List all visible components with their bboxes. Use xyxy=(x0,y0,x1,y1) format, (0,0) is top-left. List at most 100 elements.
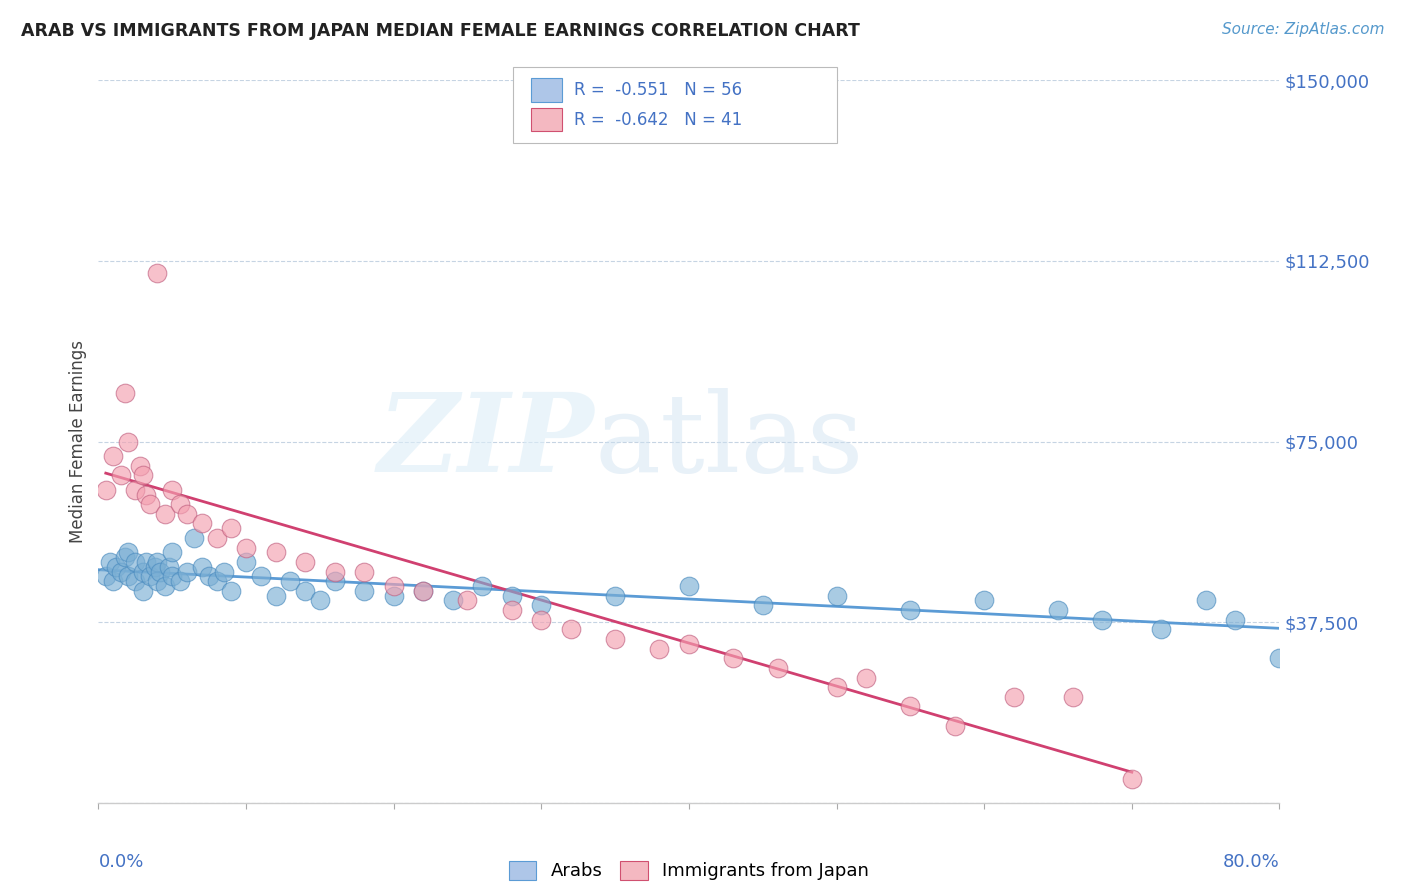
Point xyxy=(457,593,479,607)
Point xyxy=(382,589,405,603)
Point xyxy=(825,680,848,694)
Point xyxy=(973,593,995,607)
Point xyxy=(605,632,627,646)
Point xyxy=(1046,603,1070,617)
Point xyxy=(1062,690,1084,704)
Point xyxy=(114,386,136,401)
Point xyxy=(221,521,243,535)
Point xyxy=(124,574,146,589)
Point xyxy=(94,569,117,583)
Point xyxy=(309,593,332,607)
Point xyxy=(176,565,198,579)
Point xyxy=(114,550,136,565)
Point xyxy=(501,603,523,617)
Point xyxy=(146,266,169,280)
Point xyxy=(323,574,346,589)
Point xyxy=(678,637,700,651)
Point xyxy=(1150,623,1173,637)
Point xyxy=(117,434,139,449)
Point xyxy=(221,583,243,598)
Point xyxy=(855,671,877,685)
Point xyxy=(501,589,523,603)
Point xyxy=(110,468,132,483)
Point xyxy=(149,565,172,579)
Point xyxy=(943,719,966,733)
Point xyxy=(723,651,745,665)
Point xyxy=(128,458,150,473)
Point xyxy=(441,593,464,607)
Point xyxy=(169,497,191,511)
Text: ARAB VS IMMIGRANTS FROM JAPAN MEDIAN FEMALE EARNINGS CORRELATION CHART: ARAB VS IMMIGRANTS FROM JAPAN MEDIAN FEM… xyxy=(21,22,860,40)
Point xyxy=(205,574,228,589)
Point xyxy=(191,559,214,574)
Point xyxy=(412,583,434,598)
Point xyxy=(94,483,117,497)
Point xyxy=(169,574,191,589)
Point xyxy=(124,483,146,497)
Point xyxy=(323,565,346,579)
Text: Source: ZipAtlas.com: Source: ZipAtlas.com xyxy=(1222,22,1385,37)
Point xyxy=(1195,593,1218,607)
Point xyxy=(103,574,125,589)
Point xyxy=(1225,613,1247,627)
Text: R =  -0.551   N = 56: R = -0.551 N = 56 xyxy=(574,81,742,99)
Point xyxy=(117,569,139,583)
Point xyxy=(678,579,700,593)
Point xyxy=(103,449,125,463)
Point xyxy=(132,583,155,598)
Point xyxy=(117,545,139,559)
Point xyxy=(162,483,183,497)
Point xyxy=(530,599,553,613)
Point xyxy=(605,589,627,603)
Point xyxy=(900,699,922,714)
Point xyxy=(264,545,287,559)
Point xyxy=(560,623,582,637)
Legend: Arabs, Immigrants from Japan: Arabs, Immigrants from Japan xyxy=(502,854,876,888)
Point xyxy=(382,579,405,593)
Point xyxy=(191,516,214,531)
Point xyxy=(162,545,183,559)
Point xyxy=(353,565,375,579)
Point xyxy=(264,589,287,603)
Point xyxy=(146,574,169,589)
Point xyxy=(353,583,375,598)
Text: ZIP: ZIP xyxy=(378,388,595,495)
Point xyxy=(766,661,789,675)
Point xyxy=(143,559,166,574)
Point xyxy=(900,603,922,617)
Point xyxy=(1121,772,1143,786)
Point xyxy=(1002,690,1025,704)
Point xyxy=(752,599,775,613)
Point xyxy=(146,555,169,569)
Text: R =  -0.642   N = 41: R = -0.642 N = 41 xyxy=(574,111,742,128)
Point xyxy=(412,583,434,598)
Point xyxy=(205,531,228,545)
Point xyxy=(250,569,273,583)
Point xyxy=(235,555,257,569)
Point xyxy=(139,497,162,511)
Text: 0.0%: 0.0% xyxy=(98,854,143,871)
Text: atlas: atlas xyxy=(595,388,865,495)
Point xyxy=(530,613,553,627)
Text: 80.0%: 80.0% xyxy=(1223,854,1279,871)
Point xyxy=(1268,651,1291,665)
Y-axis label: Median Female Earnings: Median Female Earnings xyxy=(69,340,87,543)
Point xyxy=(198,569,221,583)
Point xyxy=(139,569,162,583)
Point xyxy=(132,468,155,483)
Point xyxy=(212,565,235,579)
Point xyxy=(471,579,494,593)
Point xyxy=(183,531,205,545)
Point xyxy=(105,559,128,574)
Point xyxy=(176,507,198,521)
Point xyxy=(825,589,848,603)
Point xyxy=(294,555,316,569)
Point xyxy=(294,583,316,598)
Point xyxy=(132,565,155,579)
Point xyxy=(124,555,146,569)
Point xyxy=(1091,613,1114,627)
Point xyxy=(235,541,257,555)
Point xyxy=(648,641,671,656)
Point xyxy=(135,555,157,569)
Point xyxy=(98,555,121,569)
